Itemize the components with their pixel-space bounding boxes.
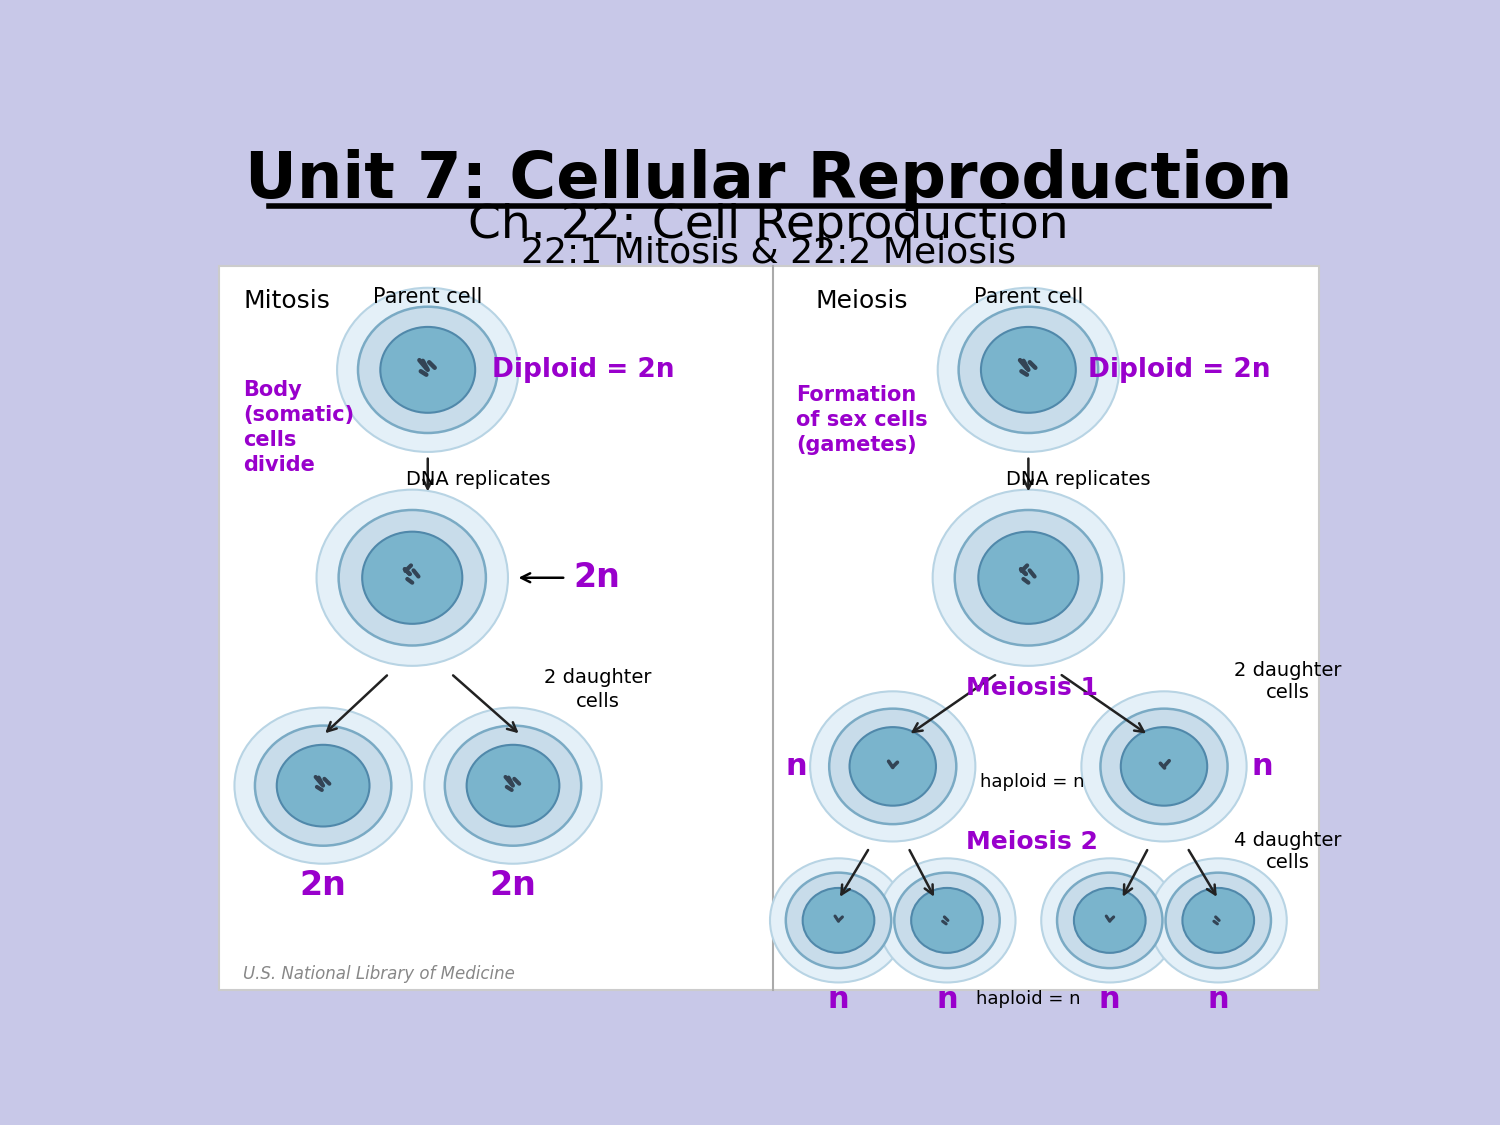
Ellipse shape bbox=[810, 692, 975, 842]
Ellipse shape bbox=[276, 745, 369, 827]
Text: n: n bbox=[936, 984, 958, 1014]
Ellipse shape bbox=[446, 726, 580, 846]
Ellipse shape bbox=[234, 708, 412, 864]
Ellipse shape bbox=[910, 888, 982, 953]
Ellipse shape bbox=[362, 532, 462, 624]
Text: 2 daughter
cells: 2 daughter cells bbox=[1234, 662, 1341, 702]
Text: Unit 7: Cellular Reproduction: Unit 7: Cellular Reproduction bbox=[244, 148, 1293, 210]
Ellipse shape bbox=[1149, 858, 1287, 982]
Text: DNA replicates: DNA replicates bbox=[406, 470, 550, 489]
Text: Parent cell: Parent cell bbox=[374, 287, 483, 307]
Text: haploid = n: haploid = n bbox=[976, 990, 1080, 1008]
Text: Meiosis 2: Meiosis 2 bbox=[966, 830, 1098, 854]
Ellipse shape bbox=[981, 327, 1076, 413]
Ellipse shape bbox=[978, 532, 1078, 624]
Ellipse shape bbox=[339, 510, 486, 646]
Text: 2 daughter
cells: 2 daughter cells bbox=[544, 668, 652, 711]
Ellipse shape bbox=[466, 745, 560, 827]
Ellipse shape bbox=[786, 873, 891, 969]
Ellipse shape bbox=[958, 307, 1098, 433]
Text: n: n bbox=[828, 984, 849, 1014]
Ellipse shape bbox=[954, 510, 1102, 646]
Ellipse shape bbox=[1041, 858, 1179, 982]
Text: U.S. National Library of Medicine: U.S. National Library of Medicine bbox=[243, 965, 514, 983]
Text: Meiosis 1: Meiosis 1 bbox=[966, 676, 1098, 700]
Ellipse shape bbox=[802, 888, 874, 953]
Ellipse shape bbox=[1058, 873, 1162, 969]
Text: Formation
of sex cells
(gametes): Formation of sex cells (gametes) bbox=[796, 385, 927, 455]
Ellipse shape bbox=[1101, 709, 1227, 825]
Ellipse shape bbox=[358, 307, 498, 433]
Text: n: n bbox=[1251, 752, 1274, 781]
Text: 2n: 2n bbox=[489, 868, 537, 902]
Text: n: n bbox=[1100, 984, 1120, 1014]
Text: Diploid = 2n: Diploid = 2n bbox=[492, 357, 674, 382]
Text: 2n: 2n bbox=[574, 561, 621, 594]
Ellipse shape bbox=[316, 489, 509, 666]
Text: 22:1 Mitosis & 22:2 Meiosis: 22:1 Mitosis & 22:2 Meiosis bbox=[522, 235, 1017, 269]
Text: DNA replicates: DNA replicates bbox=[1007, 470, 1150, 489]
FancyBboxPatch shape bbox=[219, 266, 1318, 990]
Ellipse shape bbox=[933, 489, 1124, 666]
Ellipse shape bbox=[338, 288, 519, 452]
Ellipse shape bbox=[1074, 888, 1146, 953]
Ellipse shape bbox=[1120, 727, 1208, 806]
Ellipse shape bbox=[770, 858, 908, 982]
Text: Body
(somatic)
cells
divide: Body (somatic) cells divide bbox=[243, 380, 354, 475]
Ellipse shape bbox=[1166, 873, 1270, 969]
Text: 4 daughter
cells: 4 daughter cells bbox=[1234, 830, 1341, 872]
Text: Mitosis: Mitosis bbox=[243, 288, 330, 313]
Ellipse shape bbox=[1082, 692, 1246, 842]
Ellipse shape bbox=[424, 708, 602, 864]
Ellipse shape bbox=[938, 288, 1119, 452]
Ellipse shape bbox=[255, 726, 392, 846]
Ellipse shape bbox=[1182, 888, 1254, 953]
Ellipse shape bbox=[849, 727, 936, 806]
Ellipse shape bbox=[894, 873, 999, 969]
Ellipse shape bbox=[381, 327, 476, 413]
Text: haploid = n: haploid = n bbox=[980, 773, 1084, 791]
Text: Diploid = 2n: Diploid = 2n bbox=[1088, 357, 1270, 382]
Ellipse shape bbox=[879, 858, 1016, 982]
Text: 2n: 2n bbox=[300, 868, 346, 902]
Text: n: n bbox=[1208, 984, 1228, 1014]
Text: Meiosis: Meiosis bbox=[816, 288, 908, 313]
Text: n: n bbox=[786, 752, 807, 781]
Ellipse shape bbox=[830, 709, 957, 825]
Text: Parent cell: Parent cell bbox=[974, 287, 1083, 307]
Text: Ch. 22: Cell Reproduction: Ch. 22: Cell Reproduction bbox=[468, 204, 1070, 249]
